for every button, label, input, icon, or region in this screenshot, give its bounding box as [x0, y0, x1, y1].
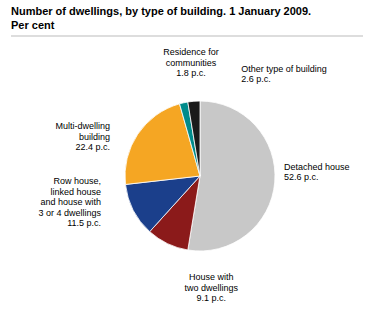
data-label: 2.6 p.c.	[241, 74, 271, 84]
category-label: Detached house	[284, 162, 350, 172]
pie	[125, 101, 275, 251]
slice	[188, 101, 200, 176]
slice	[180, 102, 200, 176]
data-label: 22.4 p.c.	[75, 142, 110, 152]
separator	[11, 36, 363, 37]
slice	[188, 101, 275, 251]
data-label: 52.6 p.c.	[284, 172, 319, 182]
category-label: Multi-dwellingbuilding	[55, 121, 110, 142]
category-label: Residence forcommunities	[163, 47, 219, 68]
data-label: 9.1 p.c.	[196, 293, 226, 303]
labels: Detached house52.6 p.c. House withtwo dwe…	[38, 47, 349, 303]
data-label: 11.5 p.c.	[67, 218, 101, 228]
category-label: Row house,linked houseand house with3 or…	[38, 176, 101, 218]
data-label: 1.8 p.c.	[176, 68, 206, 78]
title: Number of dwellings, by type of building…	[11, 5, 311, 17]
slice	[125, 176, 200, 232]
chart: Number of dwellings, by type of building…	[0, 0, 374, 315]
subtitle: Per cent	[11, 19, 55, 31]
category-label: Other type of building	[241, 64, 327, 74]
category-label: House withtwo dwellings	[184, 272, 238, 293]
